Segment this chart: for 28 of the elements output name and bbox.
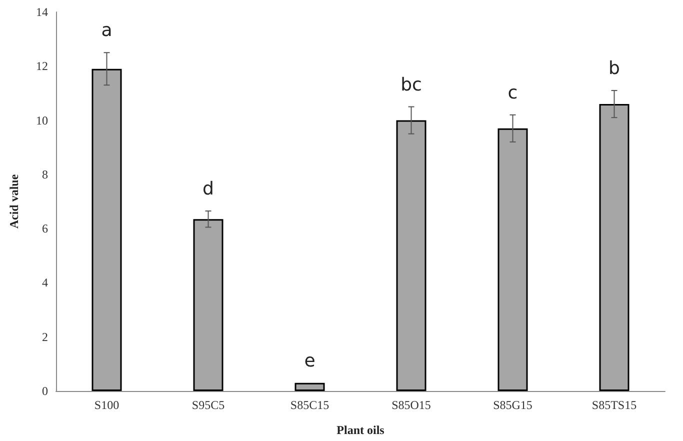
y-tick-label: 4 [42,276,48,290]
bar [498,128,528,391]
bar [294,382,325,391]
y-tick-label: 6 [42,222,48,236]
y-tick-label: 0 [42,384,48,398]
annotation: bc [400,74,422,96]
bar [92,68,122,391]
y-tick-label: 12 [36,59,48,74]
y-tick-label: 14 [36,5,48,19]
annotation: c [508,82,518,104]
annotation: b [608,58,620,80]
y-axis-title: Acid value [7,174,21,229]
x-tick-label: S100 [94,398,120,412]
annotation: d [202,178,214,200]
x-tick-label: S85TS15 [592,398,637,412]
y-tick-label: 10 [36,113,48,128]
y-tick-label: 2 [42,330,48,344]
x-tick-label: S85G15 [493,398,532,412]
annotation: a [101,20,112,42]
annotation: e [304,350,316,372]
bar [396,120,426,391]
bar [193,219,224,391]
x-tick-label: S95C5 [192,398,225,412]
y-tick-label: 8 [42,167,48,182]
x-tick-label: S85O15 [392,398,431,412]
x-axis-title: Plant oils [336,423,385,437]
x-tick-label: S85C15 [290,398,330,412]
bar [599,104,630,391]
